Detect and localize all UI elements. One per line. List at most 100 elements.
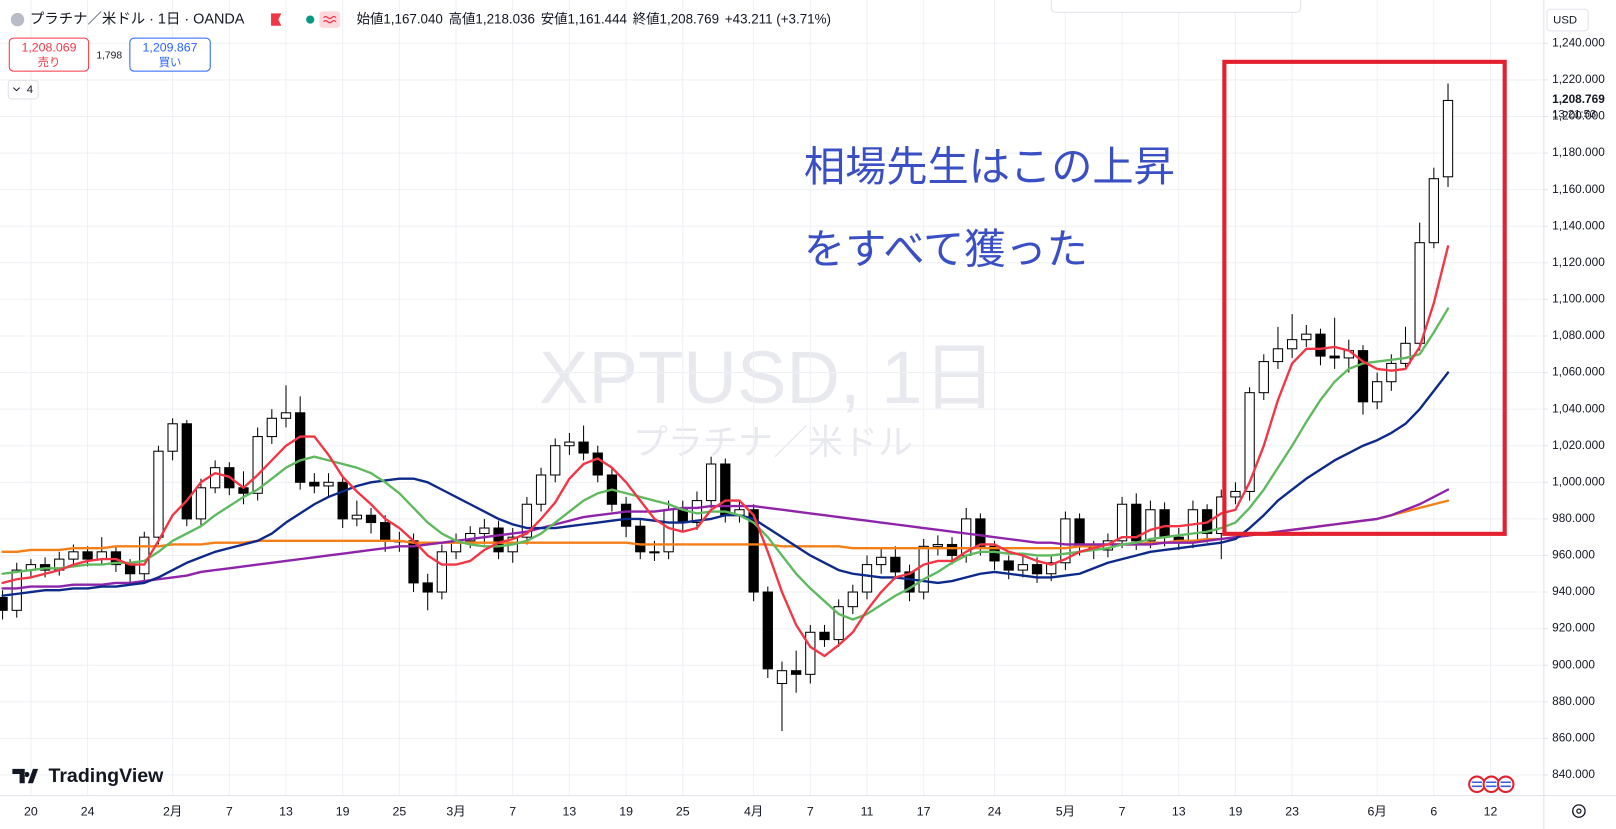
- change: +43.211 (+3.71%): [725, 11, 831, 26]
- candle-body: [68, 551, 79, 560]
- ohlc-label: 始値: [357, 11, 384, 26]
- candle-body: [11, 569, 22, 611]
- y-tick-label: 900.000: [1552, 657, 1595, 671]
- x-tick-label: 3月: [446, 804, 465, 818]
- buy-box[interactable]: [129, 37, 211, 72]
- market-status-icon: [306, 15, 315, 24]
- candle-body: [1031, 564, 1043, 575]
- candle-body: [975, 518, 986, 547]
- indicator-count[interactable]: 4: [27, 84, 33, 96]
- candle-body: [1400, 342, 1411, 364]
- candle-body: [181, 423, 192, 520]
- buy-price[interactable]: 1,209.867: [143, 41, 198, 55]
- x-tick-label: 17: [917, 804, 931, 818]
- candle-body: [861, 564, 873, 593]
- currency-button[interactable]: USD: [1546, 8, 1589, 32]
- candle-body: [1060, 518, 1071, 564]
- candle-body: [946, 543, 958, 556]
- candle-body: [720, 463, 731, 516]
- candle-body: [0, 597, 8, 611]
- currency[interactable]: USD: [1553, 15, 1577, 27]
- x-tick-label: 12: [1484, 804, 1498, 818]
- indicator-toggle-box[interactable]: [7, 79, 39, 100]
- ohlc-label: 安値: [541, 11, 568, 26]
- candle-body: [422, 582, 433, 593]
- sell-price[interactable]: 1,208.069: [21, 41, 76, 55]
- candle-body: [1046, 562, 1057, 575]
- indicator-toggle[interactable]: 4: [7, 79, 39, 100]
- candle-body: [195, 487, 207, 520]
- candle-body: [465, 533, 476, 542]
- sell-button[interactable]: 1,208.069 売り: [8, 37, 90, 72]
- y-tick-label: 1,060.000: [1552, 365, 1605, 379]
- settings-icon[interactable]: [1572, 804, 1586, 818]
- candle-body: [904, 571, 915, 593]
- candle-body: [266, 417, 277, 438]
- y-tick-label: 940.000: [1552, 584, 1595, 598]
- y-tick-label: 1,120.000: [1552, 255, 1605, 269]
- flag-icon[interactable]: [271, 13, 282, 26]
- currency-box[interactable]: [1546, 8, 1589, 32]
- x-tick-label: 2月: [163, 804, 182, 818]
- candle-body: [1244, 392, 1255, 492]
- candle-body: [762, 591, 773, 670]
- moving-averages: [1, 245, 1450, 658]
- candle-body: [82, 551, 93, 560]
- candle-body: [295, 412, 306, 483]
- y-tick-label: 1,180.000: [1552, 145, 1605, 159]
- candle-body: [209, 467, 221, 489]
- buy-button[interactable]: 1,209.867 買い: [129, 37, 211, 72]
- x-tick-label: 19: [619, 804, 633, 818]
- x-tick-label: 13: [563, 804, 577, 818]
- candle-body: [323, 481, 334, 487]
- moving-average-line: [1, 499, 1450, 553]
- sell-box[interactable]: [8, 37, 90, 72]
- brand-name: TradingView: [48, 765, 164, 787]
- event-flags[interactable]: [1468, 775, 1515, 794]
- candle-body: [833, 606, 844, 641]
- candle-body: [139, 536, 150, 575]
- last-price-label: 1,208.769: [1552, 92, 1605, 106]
- brand-logo: [12, 768, 39, 784]
- ohlc-value: 1,167.040: [383, 11, 443, 26]
- candle-body: [790, 670, 802, 675]
- ohlc-value: 1,218.036: [475, 11, 535, 26]
- drawing-toolbar[interactable]: [1050, 0, 1302, 13]
- x-tick-label: 7: [1119, 804, 1126, 818]
- x-tick-label: 19: [336, 804, 350, 818]
- x-tick-label: 19: [1229, 804, 1243, 818]
- chevron-icon[interactable]: [13, 87, 20, 92]
- candle-body: [932, 543, 944, 547]
- candle-body: [776, 670, 788, 685]
- event-flag[interactable]: [1496, 775, 1515, 794]
- candle-body: [1329, 355, 1340, 359]
- candle-body: [351, 514, 363, 520]
- x-tick-label: 24: [988, 804, 1002, 818]
- price-axis-area: [1543, 0, 1616, 829]
- sell-label[interactable]: 売り: [38, 56, 61, 69]
- candle-body: [1442, 99, 1454, 178]
- y-tick-label: 1,040.000: [1552, 401, 1605, 415]
- buy-label[interactable]: 買い: [159, 56, 182, 69]
- ohlc-legend: 始値1,167.040 高値1,218.036 安値1,161.444 終値1,…: [357, 10, 831, 26]
- y-tick-label: 1,080.000: [1552, 328, 1605, 342]
- candle-body: [1301, 333, 1312, 341]
- candle-body: [380, 522, 391, 542]
- countdown-label: 13:21:53: [1552, 108, 1596, 120]
- x-tick-label: 13: [279, 804, 293, 818]
- moving-average-line: [1, 245, 1450, 658]
- settings-icon-core[interactable]: [1576, 808, 1582, 814]
- data-status-glyph: [323, 15, 337, 24]
- candle-body: [635, 525, 646, 553]
- event-flag[interactable]: [1468, 775, 1486, 794]
- candle-body: [1386, 362, 1397, 383]
- candle-body: [167, 423, 178, 452]
- event-flag-stripes[interactable]: [1471, 781, 1511, 788]
- event-flag[interactable]: [1482, 775, 1501, 794]
- candle-body: [592, 452, 603, 476]
- x-tick-label: 11: [861, 804, 874, 818]
- x-tick-label: 25: [392, 804, 406, 818]
- candle-body: [1131, 503, 1142, 542]
